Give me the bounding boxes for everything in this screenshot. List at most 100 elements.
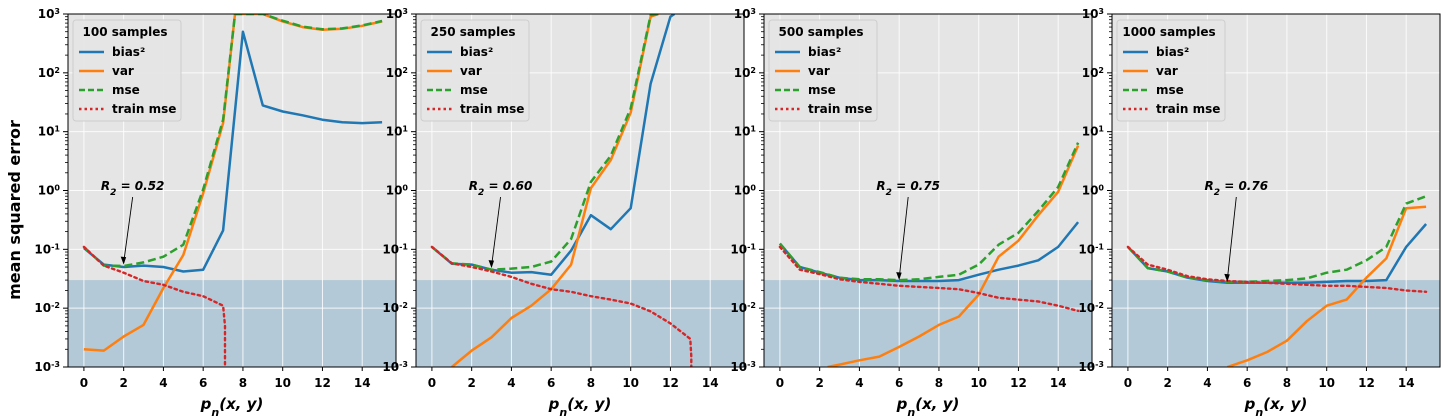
annotation-arrowhead [896, 272, 902, 281]
x-tick-label: 8 [239, 376, 247, 390]
x-tick-label: 10 [1318, 376, 1335, 390]
legend: 500 samples bias² var mse train mse [768, 19, 878, 122]
y-tick-label: 101 [734, 124, 757, 139]
series-line-mse [431, 14, 659, 271]
x-tick-label: 14 [1398, 376, 1415, 390]
series-line-train-mse [1126, 245, 1428, 293]
annotation-arrowhead [488, 260, 495, 269]
y-tick-label: 100 [38, 183, 61, 198]
legend: 1000 samples bias² var mse train mse [1116, 19, 1226, 122]
chart-panel-1: 0 2 4 6 8 10 12 14 10-3 10-2 10-1 100 101 102 103 pn(x,… [34, 7, 397, 419]
x-tick-label: 12 [1010, 376, 1027, 390]
x-tick-label: 0 [1124, 376, 1132, 390]
series-line-train-mse [778, 245, 1080, 313]
annotation-label: R2 = 0.52 [101, 179, 165, 198]
y-tick-label: 103 [734, 7, 756, 22]
legend-entry: mse [808, 83, 836, 97]
y-tick-label: 103 [38, 7, 60, 22]
annotation-arrowhead [120, 256, 127, 265]
x-tick-label: 2 [119, 376, 127, 390]
legend-box [768, 19, 878, 122]
legend-title: 500 samples [779, 25, 864, 39]
x-tick-label: 4 [1203, 376, 1211, 390]
shaded-region [764, 280, 1092, 367]
y-tick-label: 101 [386, 124, 409, 139]
y-tick-label: 10-2 [34, 301, 60, 316]
y-tick-label: 101 [38, 124, 61, 139]
x-tick-label: 6 [547, 376, 555, 390]
series-group [430, 14, 693, 367]
legend-box [72, 19, 182, 122]
annotation-label: R2 = 0.75 [876, 179, 940, 198]
legend-entry: bias² [1156, 45, 1189, 59]
y-tick-label: 100 [734, 183, 757, 198]
legend-entry: train mse [808, 102, 872, 116]
legend-title: 100 samples [83, 25, 168, 39]
x-tick-label: 8 [935, 376, 943, 390]
x-tick-label: 2 [1163, 376, 1171, 390]
shaded-region [68, 280, 396, 367]
legend-entry: mse [460, 83, 488, 97]
chart-panel-2: 0 2 4 6 8 10 12 14 10-3 10-2 10-1 100 101 102 103 pn(x,… [382, 7, 745, 419]
series-line-var [1226, 205, 1427, 367]
x-tick-label: 12 [1358, 376, 1375, 390]
chart-panel-4: 0 2 4 6 8 10 12 14 10-3 10-2 10-1 100 101 102 103 pn(x,… [1078, 7, 1441, 419]
y-tick-label: 103 [386, 7, 408, 22]
y-tick-label: 10-1 [382, 242, 408, 256]
annotation-label: R2 = 0.60 [469, 179, 533, 198]
legend-entry: bias² [460, 45, 493, 59]
x-tick-label: 6 [199, 376, 207, 390]
legend-box [420, 19, 530, 122]
x-tick-label: 10 [274, 376, 291, 390]
annotation-arrow [491, 196, 501, 267]
series-line-bias2 [83, 30, 383, 273]
x-tick-label: 10 [970, 376, 987, 390]
x-tick-label: 6 [895, 376, 903, 390]
legend-title: 250 samples [431, 25, 516, 39]
y-tick-label: 10-1 [730, 242, 756, 256]
annotation-arrow [123, 196, 134, 263]
legend-entry: mse [112, 83, 140, 97]
y-tick-label: 10-1 [34, 242, 60, 256]
x-tick-label: 4 [159, 376, 167, 390]
x-tick-label: 0 [776, 376, 784, 390]
legend-entry: mse [1156, 83, 1184, 97]
series-line-mse [83, 14, 383, 268]
legend-entry: var [1156, 64, 1178, 78]
series-line-mse [1126, 195, 1427, 284]
legend-entry: bias² [112, 45, 145, 59]
y-tick-label: 10-2 [730, 301, 756, 316]
y-tick-label: 10-2 [382, 301, 408, 316]
y-tick-label: 102 [38, 65, 60, 80]
chart-panel-3: 0 2 4 6 8 10 12 14 10-3 10-2 10-1 100 101 102 103 pn(x,… [730, 7, 1093, 419]
legend-entry: train mse [460, 102, 524, 116]
legend-box [1116, 19, 1226, 122]
legend-entry: var [808, 64, 830, 78]
x-tick-label: 8 [1283, 376, 1291, 390]
y-tick-label: 102 [1082, 65, 1104, 80]
annotation-arrowhead [1224, 273, 1230, 282]
shaded-region [1112, 280, 1440, 367]
y-tick-label: 10-3 [1078, 360, 1104, 375]
x-axis-label: pn(x, y) [548, 395, 612, 419]
legend-entry: train mse [112, 102, 176, 116]
x-axis-label: pn(x, y) [1244, 395, 1308, 419]
x-tick-label: 4 [855, 376, 863, 390]
y-tick-label: 100 [386, 183, 409, 198]
annotation-arrow [898, 196, 909, 279]
y-tick-label: 102 [734, 65, 756, 80]
x-tick-label: 2 [467, 376, 475, 390]
y-axis-label: mean squared error [5, 120, 24, 300]
legend: 250 samples bias² var mse train mse [420, 19, 530, 122]
y-tick-label: 10-2 [1078, 301, 1104, 316]
legend-title: 1000 samples [1122, 25, 1215, 39]
x-axis-label: pn(x, y) [896, 395, 960, 419]
legend-entry: var [460, 64, 482, 78]
y-tick-label: 10-3 [34, 360, 60, 375]
legend-entry: train mse [1156, 102, 1220, 116]
series-line-mse [778, 142, 1080, 282]
series-line-train-mse [82, 245, 227, 367]
series-line-var [827, 145, 1080, 367]
x-axis-label: pn(x, y) [200, 395, 264, 419]
